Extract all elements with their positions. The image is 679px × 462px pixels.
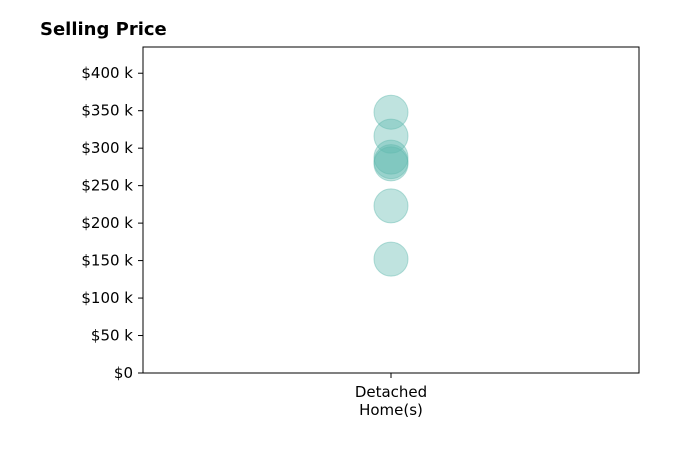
y-tick-label: $0 <box>114 364 133 382</box>
y-tick-label: $200 k <box>81 214 133 232</box>
data-points <box>373 94 409 277</box>
data-point <box>373 144 409 180</box>
y-axis: $0 $50 k $100 k $150 k $200 k $250 k $300 k $35… <box>81 64 143 382</box>
y-tick-label: $50 k <box>91 327 133 345</box>
y-tick-label: $250 k <box>81 177 133 195</box>
data-point <box>373 139 409 175</box>
y-tick-label: $300 k <box>81 139 133 157</box>
y-tick-label: $100 k <box>81 289 133 307</box>
y-tick-label: $150 k <box>81 252 133 270</box>
plot-area <box>142 46 640 374</box>
x-tick-label-line: Home(s) <box>359 401 423 419</box>
chart-title: Selling Price <box>40 19 167 40</box>
data-point <box>373 94 409 130</box>
x-tick-label-line: Detached <box>355 383 427 401</box>
x-axis: Detached Home(s) <box>355 373 427 419</box>
data-point <box>373 188 409 224</box>
data-point <box>373 241 409 277</box>
data-point <box>373 146 409 182</box>
y-tick-label: $350 k <box>81 102 133 120</box>
data-point <box>373 118 409 154</box>
x-tick-label: Detached Home(s) <box>355 383 427 419</box>
y-tick-label: $400 k <box>81 64 133 82</box>
